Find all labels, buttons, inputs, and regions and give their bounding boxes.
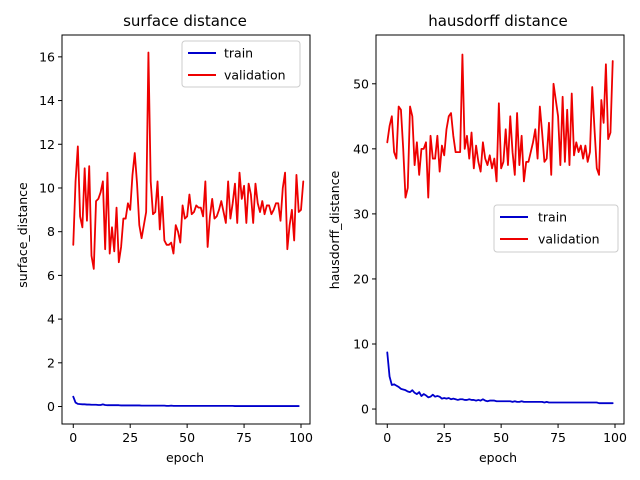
chart-title: surface distance <box>123 12 247 30</box>
y-tick-label: 0 <box>47 399 55 414</box>
x-tick-label: 50 <box>179 430 195 445</box>
y-tick-label: 12 <box>39 137 55 152</box>
y-tick-label: 10 <box>353 336 369 351</box>
surface-distance-chart: surface distance epoch surface_distance … <box>15 12 313 465</box>
legend-label-validation: validation <box>538 232 600 247</box>
y-axis-label: surface_distance <box>15 182 30 288</box>
x-tick-label: 75 <box>550 430 566 445</box>
y-tick-label: 30 <box>353 206 369 221</box>
axes-frame <box>375 34 625 425</box>
x-tick-label: 50 <box>493 430 509 445</box>
y-tick-label: 2 <box>47 355 55 370</box>
y-tick-label: 16 <box>39 49 55 64</box>
plot-area <box>72 51 305 407</box>
x-tick-label: 25 <box>436 430 452 445</box>
chart-title: hausdorff distance <box>428 12 568 30</box>
legend-label-train: train <box>538 210 567 225</box>
x-tick-label: 100 <box>289 430 313 445</box>
y-tick-label: 14 <box>39 93 55 108</box>
plot-area <box>386 53 614 405</box>
x-axis-label: epoch <box>166 450 204 465</box>
y-tick-label: 40 <box>353 141 369 156</box>
series-line-validation <box>72 51 305 270</box>
series-line-validation <box>386 53 614 199</box>
legend: train validation <box>181 40 301 88</box>
legend: train validation <box>493 204 619 253</box>
x-tick-label: 0 <box>383 430 391 445</box>
series-line-train <box>72 395 300 407</box>
axes-frame <box>61 34 311 425</box>
y-tick-label: 20 <box>353 271 369 286</box>
y-tick-label: 4 <box>47 312 55 327</box>
tick-layer: 0 25 50 75 100 0 2 4 6 8 10 12 14 16 <box>39 49 313 445</box>
tick-layer: 0 25 50 75 100 0 10 20 30 40 50 <box>353 76 627 445</box>
x-axis-label: epoch <box>479 450 517 465</box>
legend-label-validation: validation <box>224 68 286 83</box>
series-line-train <box>386 351 614 405</box>
legend-label-train: train <box>224 46 253 61</box>
y-tick-label: 6 <box>47 268 55 283</box>
y-tick-label: 10 <box>39 180 55 195</box>
y-tick-label: 8 <box>47 224 55 239</box>
y-tick-label: 50 <box>353 76 369 91</box>
y-tick-label: 0 <box>361 402 369 417</box>
x-tick-label: 100 <box>603 430 627 445</box>
x-tick-label: 25 <box>122 430 138 445</box>
y-axis-label: hausdorff_distance <box>327 170 342 289</box>
hausdorff-distance-chart: hausdorff distance epoch hausdorff_dista… <box>327 12 627 465</box>
x-tick-label: 0 <box>69 430 77 445</box>
x-tick-label: 75 <box>236 430 252 445</box>
